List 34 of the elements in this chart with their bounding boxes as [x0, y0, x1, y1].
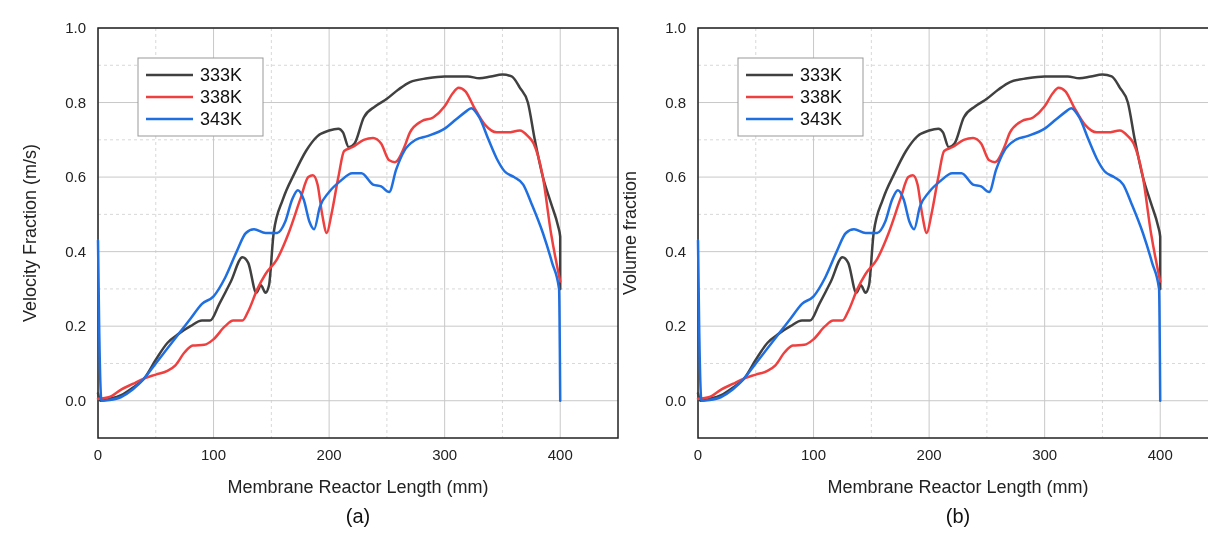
x-tick-label: 300 — [432, 446, 458, 463]
legend-label: 343K — [800, 109, 843, 129]
x-tick-label: 100 — [801, 446, 827, 463]
x-tick-label: 300 — [1032, 446, 1058, 463]
x-tick-label: 400 — [547, 446, 573, 463]
x-tick-label: 100 — [201, 446, 227, 463]
y-tick-label: 0.8 — [65, 93, 86, 111]
y-tick-label: 1.0 — [65, 19, 86, 36]
legend-label: 343K — [200, 109, 243, 129]
y-tick-label: 0.4 — [65, 242, 86, 260]
x-tick-label: 0 — [93, 446, 103, 463]
x-tick-label: 200 — [916, 446, 942, 463]
y-tick-label: 0.0 — [665, 391, 686, 409]
text: (a) — [345, 505, 371, 527]
y-tick-label: 0.0 — [65, 391, 86, 409]
x-axis-title: Membrane Reactor Length (mm) — [827, 477, 1089, 497]
legend-label: 333K — [200, 65, 243, 85]
x-tick-label: 200 — [316, 446, 342, 463]
y-tick-label: 1.0 — [665, 19, 686, 36]
x-axis-title: Membrane Reactor Length (mm) — [227, 477, 489, 497]
x-tick-label: 0 — [693, 446, 703, 463]
y-tick-label: 0.4 — [665, 242, 686, 260]
x-tick-label: 400 — [1147, 446, 1173, 463]
y-axis-title: Velocity Fraction (m/s) — [20, 143, 40, 323]
y-tick-label: 0.6 — [65, 168, 86, 186]
y-tick-label: 0.6 — [665, 168, 686, 186]
legend-label: 338K — [200, 87, 243, 107]
legend-label: 333K — [800, 65, 843, 85]
y-tick-label: 0.8 — [665, 93, 686, 111]
y-tick-label: 0.2 — [665, 317, 686, 335]
y-tick-label: 0.2 — [65, 317, 86, 335]
text: (b) — [945, 505, 971, 527]
legend-label: 338K — [800, 87, 843, 107]
y-axis-title: Volume fraction — [620, 170, 640, 296]
